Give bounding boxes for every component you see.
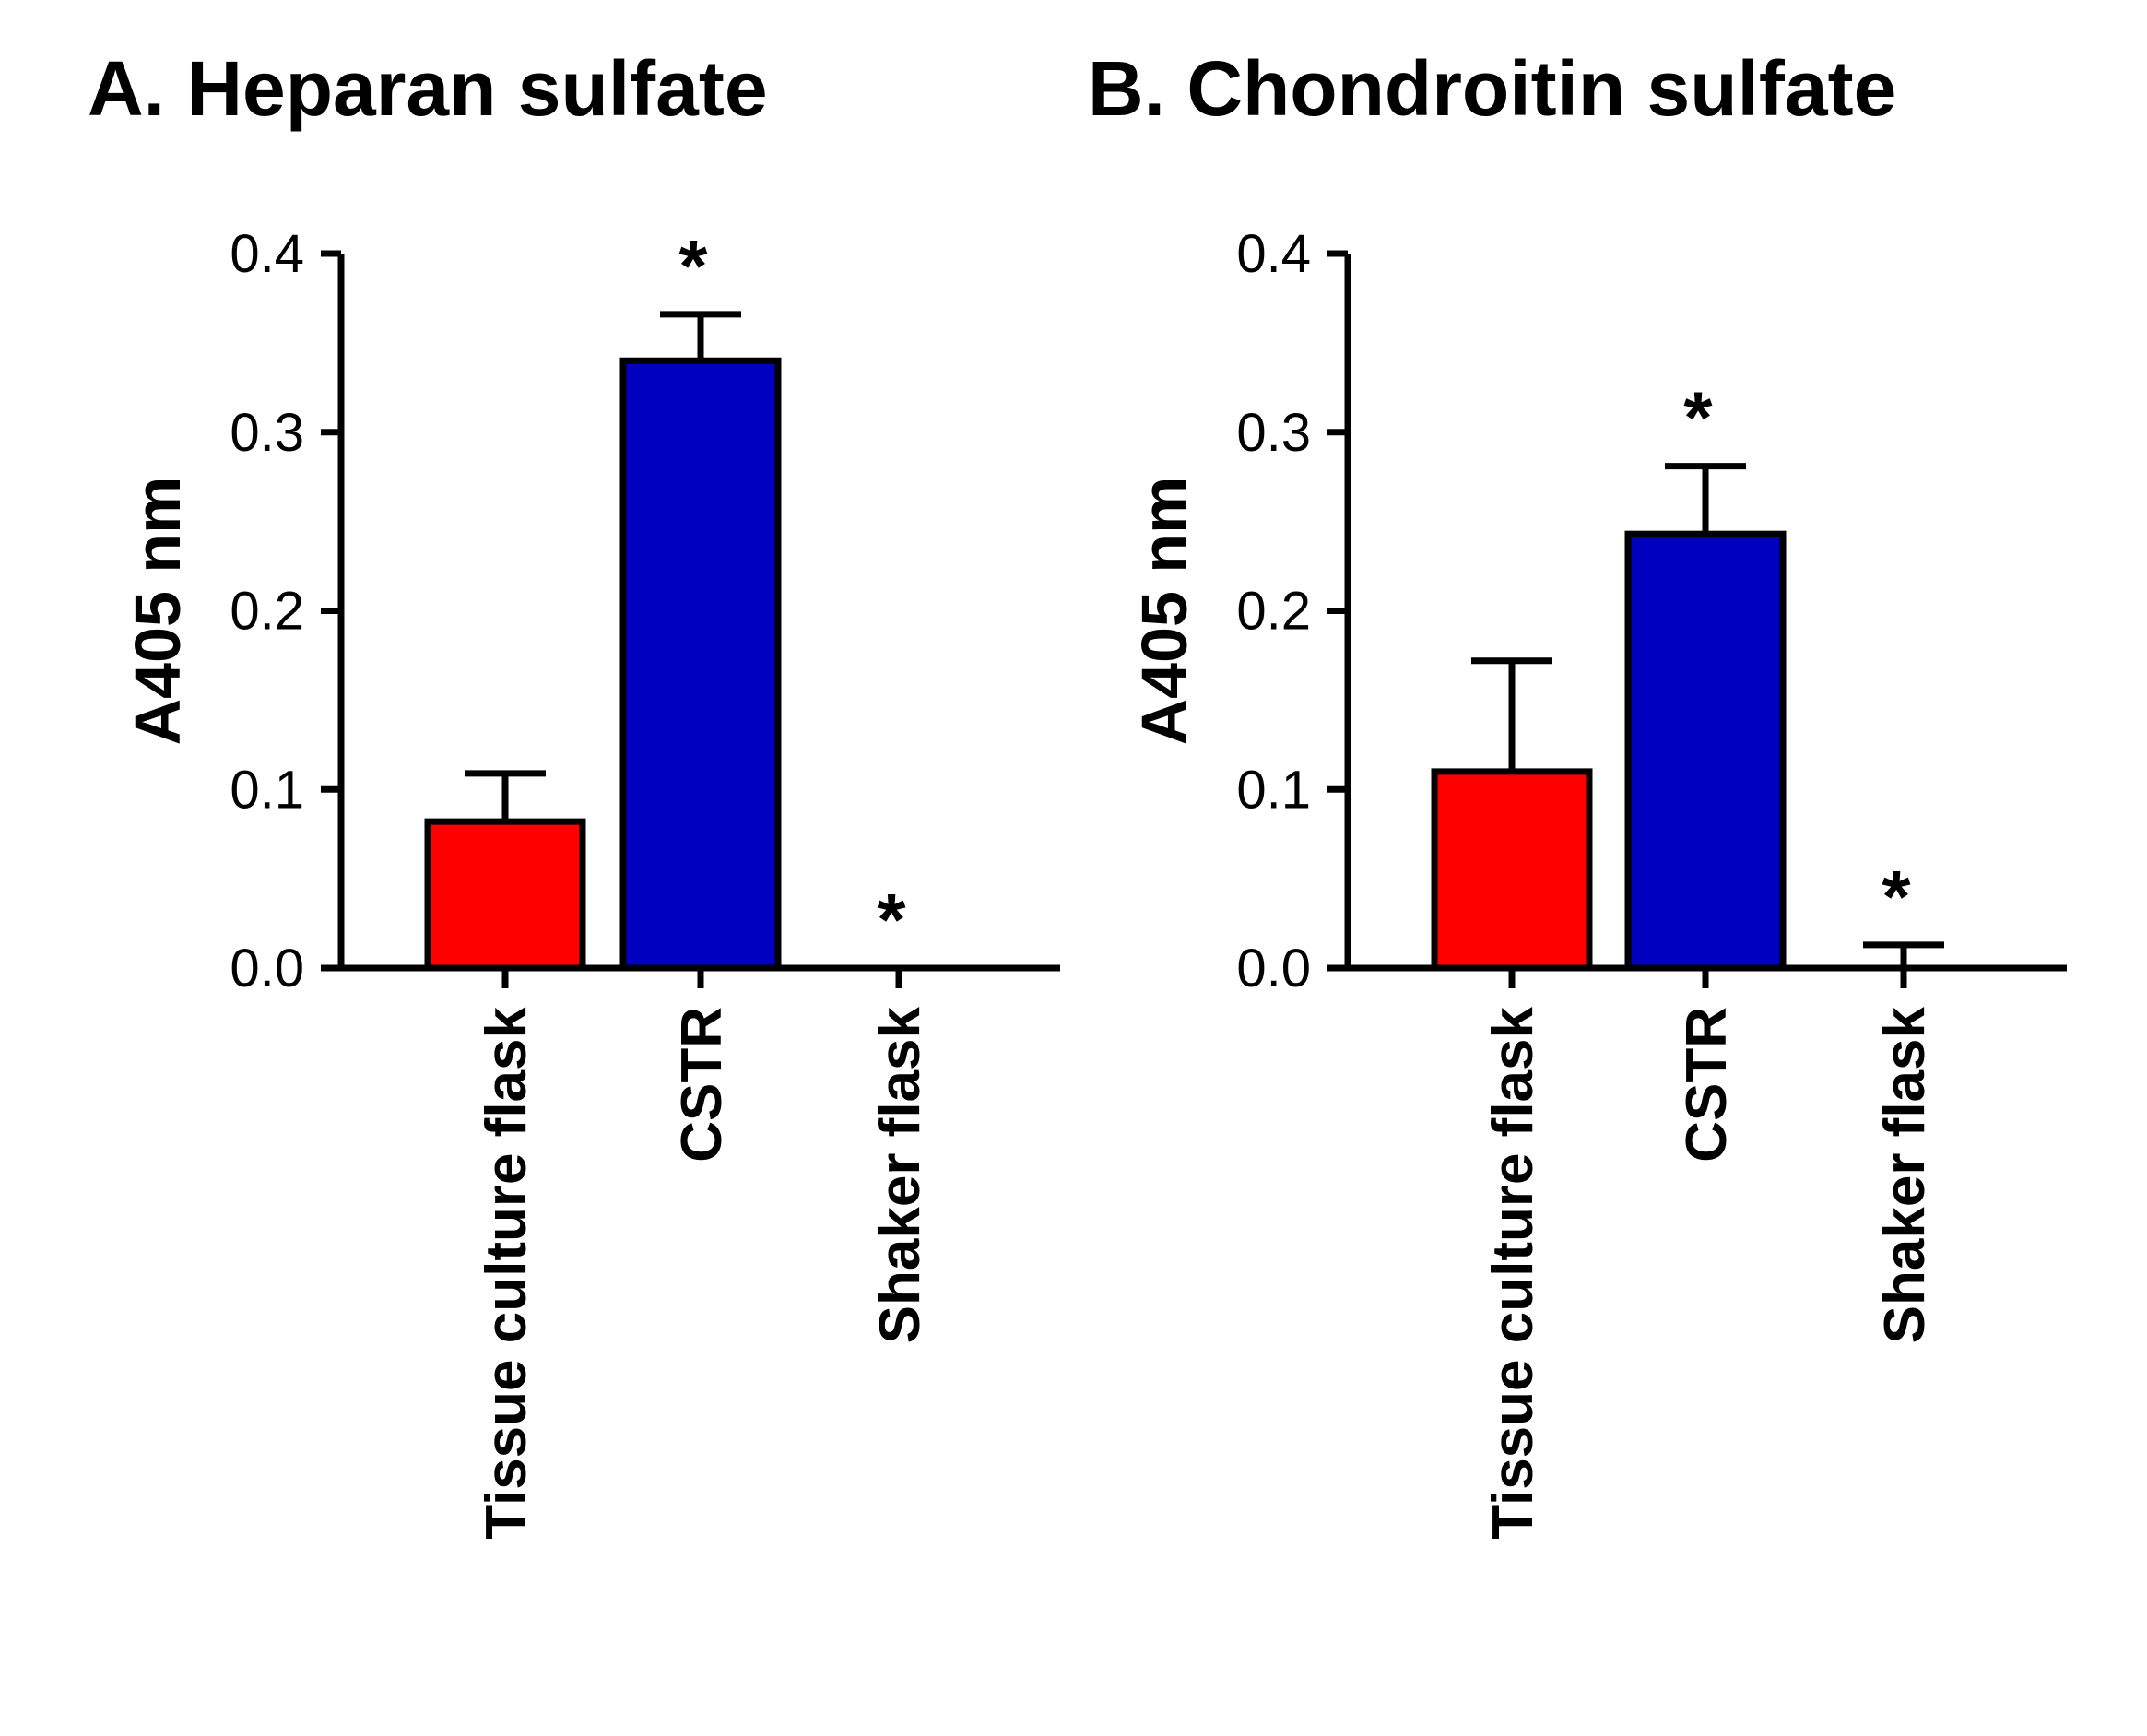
bar-cstr <box>1624 530 1787 972</box>
y-tick-label: 0.0 <box>1236 939 1311 998</box>
significance-asterisk: * <box>678 225 708 307</box>
significance-asterisk: * <box>1683 377 1713 459</box>
y-tick-label: 0.4 <box>230 224 304 284</box>
y-tick-label: 0.3 <box>1236 403 1311 463</box>
panel-heparan-sulfate: A. Heparan sulfate A405 nm * * 0.0 0.1 0.2 0.… <box>88 45 1060 1540</box>
x-category-label: Tissue culture flask <box>1481 1006 1545 1539</box>
x-category-label: Shaker flask <box>1873 1006 1937 1343</box>
significance-asterisk: * <box>1882 856 1911 938</box>
panel-title: B. Chondroitin sulfate <box>1088 45 1896 132</box>
y-tick-label: 0.3 <box>230 403 304 463</box>
significance-asterisk: * <box>877 879 906 961</box>
panel-title: A. Heparan sulfate <box>88 45 768 132</box>
y-tick-label: 0.0 <box>230 939 304 998</box>
x-category-label: CSTR <box>670 1007 734 1163</box>
bar-tissue-culture-flask <box>1431 768 1593 972</box>
y-tick-label: 0.1 <box>230 760 304 820</box>
y-tick-label: 0.1 <box>1236 760 1311 820</box>
y-tick-label: 0.2 <box>230 582 304 642</box>
y-axis-label: A405 nm <box>1128 477 1200 746</box>
bar-tissue-culture-flask <box>424 818 586 972</box>
x-category-label: Tissue culture flask <box>475 1006 538 1539</box>
x-category-label: CSTR <box>1675 1007 1739 1163</box>
x-category-label: Shaker flask <box>868 1006 932 1343</box>
panel-chondroitin-sulfate: B. Chondroitin sulfate A405 nm * * 0.0 0.1 0… <box>1088 45 2067 1540</box>
y-tick-label: 0.4 <box>1236 224 1311 284</box>
y-axis-label: A405 nm <box>122 477 194 746</box>
bar-cstr <box>619 357 782 972</box>
y-tick-label: 0.2 <box>1236 582 1311 642</box>
